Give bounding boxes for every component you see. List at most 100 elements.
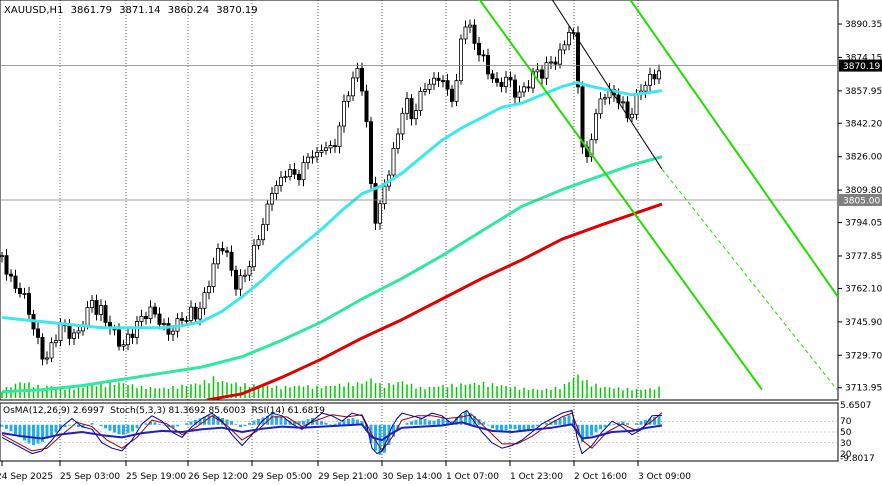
candle-body — [134, 321, 139, 338]
candle-body — [526, 86, 531, 89]
time-tick-label: 29 Sep 05:00 — [252, 472, 312, 482]
candle-body — [247, 266, 252, 276]
candle-body — [292, 169, 297, 175]
candle-body — [382, 185, 387, 205]
candle-body — [431, 77, 436, 85]
candle-body — [170, 330, 175, 335]
open-value: 3861.79 — [71, 5, 112, 16]
candle-body — [409, 98, 414, 120]
candle-body — [193, 306, 198, 320]
candle-body — [274, 185, 279, 194]
candle-body — [161, 323, 166, 325]
candle-body — [224, 250, 229, 253]
candle-body — [652, 74, 657, 80]
candle-body — [598, 98, 603, 115]
chart-header: XAUUSD,H1 3861.79 3871.14 3860.24 3870.1… — [4, 5, 258, 16]
price-tick-label: 3874.15 — [845, 53, 882, 63]
candle-body — [368, 121, 373, 184]
candle-body — [103, 305, 108, 323]
candle-body — [643, 84, 648, 92]
candle-body — [522, 86, 527, 93]
candle-body — [436, 77, 441, 81]
time-tick-label: 26 Sep 12:00 — [188, 472, 248, 482]
rsi-line — [1, 421, 663, 442]
candle-body — [454, 80, 459, 102]
horizontal-levels — [0, 65, 838, 201]
candle-body — [458, 38, 463, 82]
candle-body — [269, 193, 274, 205]
candle-body — [648, 74, 653, 86]
price-tick-label: 3794.05 — [845, 219, 882, 229]
candle-body — [346, 95, 351, 102]
candle-body — [242, 274, 247, 277]
current-price-badge — [839, 59, 882, 72]
candle-body — [377, 203, 382, 224]
candle-body — [314, 152, 319, 158]
candle-body — [99, 305, 104, 315]
candle-body — [323, 147, 328, 151]
candle-body — [373, 183, 378, 224]
ema-mid-line — [1, 155, 663, 394]
candle-body — [202, 292, 207, 309]
price-tick-label: 3857.95 — [845, 87, 882, 97]
candle-body — [445, 80, 450, 90]
candle-body — [503, 76, 508, 88]
candle-body — [463, 26, 468, 40]
candle-body — [17, 288, 22, 294]
candle-body — [508, 76, 513, 81]
stoch-signal-line — [1, 412, 663, 452]
candle-body — [544, 62, 549, 79]
candle-body — [54, 340, 59, 344]
oscillator-tick-label: 30 — [840, 439, 852, 449]
close-value: 3870.19 — [216, 5, 257, 16]
rsi-label: RSI(14) 61.6819 — [252, 406, 325, 416]
candle-body — [440, 80, 445, 82]
candle-body — [494, 78, 499, 83]
candle-body — [287, 169, 292, 178]
ema-fast-line — [1, 81, 663, 330]
candle-body — [283, 176, 288, 179]
candle-body — [580, 86, 585, 148]
candle-body — [139, 315, 144, 322]
candle-body — [485, 55, 490, 75]
time-tick-label: 1 Oct 23:00 — [510, 472, 563, 482]
time-tick-label: 1 Oct 07:00 — [446, 472, 499, 482]
candle-body — [45, 357, 50, 360]
candle-body — [404, 98, 409, 114]
candle-body — [418, 91, 423, 112]
oscillator-plot — [0, 409, 838, 455]
candle-body — [625, 101, 630, 119]
osma-label: OsMA(12,26,9) 2.6997 — [3, 406, 104, 416]
symbol-label: XAUUSD,H1 — [4, 5, 63, 16]
candle-body — [278, 176, 283, 186]
candle-body — [197, 307, 202, 320]
candle-body — [220, 248, 225, 252]
price-tick-label: 3890.35 — [845, 20, 882, 30]
price-tick-label: 3762.10 — [845, 284, 882, 294]
candle-body — [238, 275, 243, 290]
candle-body — [621, 101, 626, 104]
candle-body — [265, 203, 270, 226]
candle-body — [319, 150, 324, 153]
oscillator-tick-label: 70 — [840, 417, 852, 427]
candle-body — [36, 328, 41, 338]
price-tick-label: 3809.80 — [845, 186, 882, 196]
candle-body — [499, 81, 504, 88]
time-tick-label: 24 Sep 2025 — [0, 472, 53, 482]
candle-body — [341, 100, 346, 127]
ema-slow-line — [206, 202, 663, 400]
trend-channel — [478, 0, 838, 391]
time-tick-label: 25 Sep 03:00 — [60, 472, 120, 482]
candle-body — [332, 145, 337, 148]
candle-body — [364, 90, 369, 123]
candle-body — [58, 324, 63, 341]
candle-body — [391, 147, 396, 176]
candle-body — [562, 44, 567, 51]
candle-body — [94, 300, 99, 315]
candle-body — [634, 93, 639, 115]
candle-body — [594, 113, 599, 141]
channel-line — [478, 0, 763, 391]
candle-body — [117, 329, 122, 347]
candle-body — [157, 313, 162, 325]
